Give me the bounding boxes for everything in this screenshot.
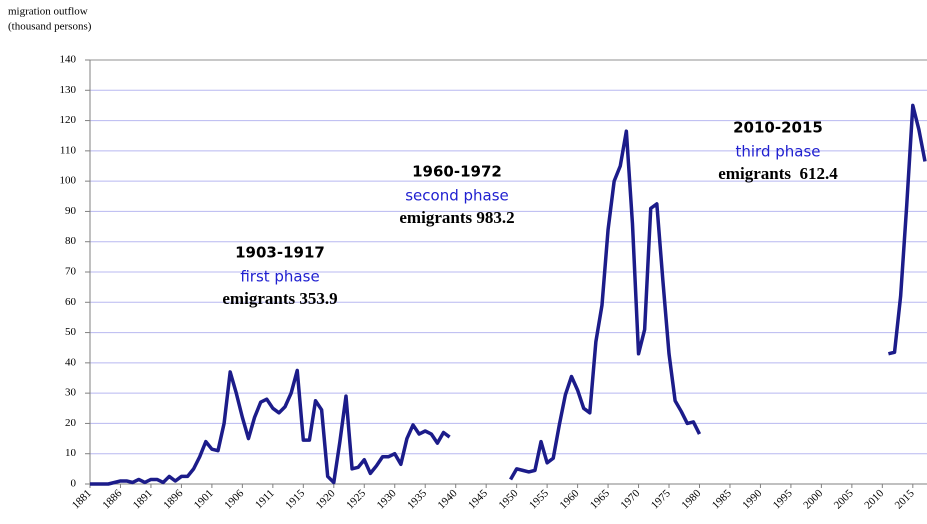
x-tick-label: 1985 <box>710 487 734 511</box>
y-tick-label: 10 <box>65 447 77 459</box>
x-tick-label: 1906 <box>222 487 246 511</box>
x-tick-label: 1911 <box>253 487 277 511</box>
annotation-period: 1903-1917 <box>235 244 325 262</box>
x-tick-label: 1886 <box>100 487 124 511</box>
y-tick-label: 30 <box>65 387 77 399</box>
x-tick-label: 1990 <box>740 487 764 511</box>
annotation-phase: third phase <box>735 143 820 161</box>
annotation-period: 2010-2015 <box>733 119 823 137</box>
x-tick-label: 1975 <box>649 487 673 511</box>
y-tick-label: 130 <box>60 84 77 96</box>
y-tick-label: 120 <box>60 114 77 126</box>
x-tick-label: 1901 <box>192 487 216 511</box>
x-tick-label: 1896 <box>161 487 185 511</box>
x-tick-label: 1920 <box>314 487 338 511</box>
x-tick-label: 1950 <box>497 487 521 511</box>
y-tick-label: 110 <box>60 144 77 156</box>
x-tick-label: 1940 <box>436 487 460 511</box>
annotation-phase: first phase <box>240 268 319 286</box>
x-tick-label: 1935 <box>405 487 429 511</box>
annotation-phase: second phase <box>405 187 509 205</box>
x-tick-label: 2010 <box>862 487 886 511</box>
x-tick-label: 1970 <box>618 487 642 511</box>
y-tick-label: 140 <box>60 54 77 66</box>
y-tick-label: 60 <box>65 296 77 308</box>
x-tick-label: 1965 <box>588 487 612 511</box>
y-tick-label: 90 <box>65 205 77 217</box>
y-tick-label: 80 <box>65 235 77 247</box>
y-tick-label: 0 <box>71 478 77 490</box>
annotation-emigrants: emigrants 612.4 <box>718 164 838 183</box>
x-tick-label: 2005 <box>832 487 856 511</box>
x-tick-label: 1915 <box>283 487 307 511</box>
y-tick-label: 70 <box>65 266 77 278</box>
x-tick-label: 1891 <box>131 487 155 511</box>
x-tick-label: 1960 <box>557 487 581 511</box>
x-tick-label: 1925 <box>344 487 368 511</box>
x-tick-label: 2000 <box>801 487 825 511</box>
x-tick-label: 1995 <box>771 487 795 511</box>
y-tick-label: 40 <box>65 356 77 368</box>
x-tick-label: 1945 <box>466 487 490 511</box>
annotation-emigrants: emigrants 353.9 <box>222 289 337 308</box>
x-tick-label: 1881 <box>70 487 94 511</box>
annotation-period: 1960-1972 <box>412 163 502 181</box>
x-tick-label: 1980 <box>679 487 703 511</box>
annotation-emigrants: emigrants 983.2 <box>399 208 514 227</box>
x-tick-label: 2015 <box>893 487 917 511</box>
y-tick-label: 20 <box>65 417 77 429</box>
y-tick-label: 50 <box>65 326 77 338</box>
y-axis-label: migration outflow <box>8 6 88 18</box>
y-tick-label: 100 <box>60 175 77 187</box>
x-tick-label: 1930 <box>375 487 399 511</box>
y-axis-label: (thousand persons) <box>8 21 92 33</box>
data-line <box>90 103 927 486</box>
x-tick-label: 1955 <box>527 487 551 511</box>
